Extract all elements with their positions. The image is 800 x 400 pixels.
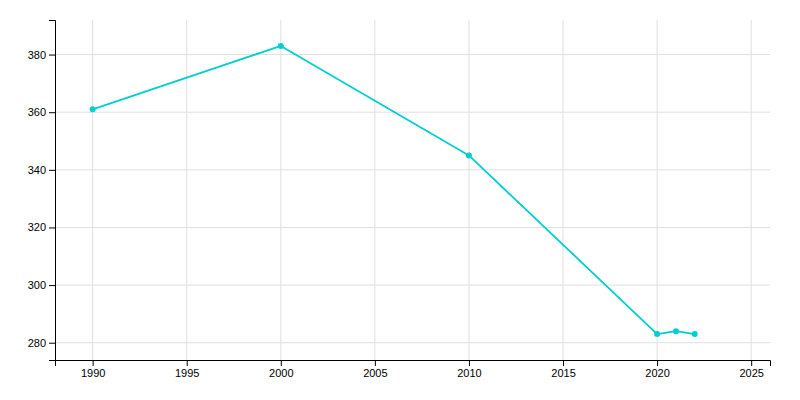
tick-label: 360 — [28, 106, 46, 118]
tick-mark — [469, 360, 470, 366]
marks — [90, 43, 698, 337]
tick-mark — [187, 360, 188, 366]
tick-label: 2025 — [739, 367, 763, 379]
tick: 380 — [28, 49, 55, 61]
marker — [654, 331, 660, 337]
grid-line — [55, 169, 770, 170]
tick-mark — [49, 112, 55, 113]
tick-label: 2010 — [457, 367, 481, 379]
tick-mark — [49, 285, 55, 286]
chart-svg: 1990 1995 2000 2005 2010 2015 2020 2025 280 300 32… — [0, 0, 800, 400]
tick-mark — [751, 360, 752, 366]
tick-label: 2020 — [645, 367, 669, 379]
grid-line — [563, 20, 564, 360]
tick-label: 340 — [28, 164, 46, 176]
tick-mark — [375, 360, 376, 366]
grid-line — [657, 20, 658, 360]
tick-mark — [93, 360, 94, 366]
tick-label: 1995 — [175, 367, 199, 379]
tick-label: 2015 — [551, 367, 575, 379]
marker — [692, 331, 698, 337]
grid-line — [280, 20, 281, 360]
marker — [673, 328, 679, 334]
tick: 300 — [28, 279, 55, 291]
tick: 2000 — [269, 360, 293, 379]
tick: 2020 — [645, 360, 669, 379]
grid-line — [374, 20, 375, 360]
grid-line — [55, 112, 770, 113]
tick: 280 — [28, 337, 55, 349]
tick-mark — [49, 170, 55, 171]
tick: 2025 — [739, 360, 763, 379]
marker — [466, 152, 472, 158]
x-axis: 1990 1995 2000 2005 2010 2015 2020 2025 — [56, 360, 771, 379]
grid-line — [92, 20, 93, 360]
tick-label: 1990 — [81, 367, 105, 379]
axis-line — [49, 21, 56, 361]
tick-label: 2000 — [269, 367, 293, 379]
tick-mark — [49, 227, 55, 228]
line — [93, 46, 695, 334]
tick: 320 — [28, 221, 55, 233]
tick: 2010 — [457, 360, 481, 379]
tick-label: 380 — [28, 49, 46, 61]
tick-mark — [563, 360, 564, 366]
tick: 1995 — [175, 360, 199, 379]
grid-line — [186, 20, 187, 360]
y-axis: 280 300 320 340 360 380 — [28, 21, 56, 361]
tick-label: 320 — [28, 221, 46, 233]
tick-mark — [49, 55, 55, 56]
chart-container: 1990 1995 2000 2005 2010 2015 2020 2025 280 300 32… — [0, 0, 800, 400]
grid — [55, 20, 770, 360]
tick-mark — [657, 360, 658, 366]
marker — [90, 106, 96, 112]
plot: 1990 1995 2000 2005 2010 2015 2020 2025 280 300 32… — [28, 20, 771, 379]
tick: 340 — [28, 164, 55, 176]
marker — [278, 43, 284, 49]
grid-line — [751, 20, 752, 360]
tick-mark — [49, 343, 55, 344]
grid-line — [468, 20, 469, 360]
tick: 360 — [28, 106, 55, 118]
grid-line — [55, 285, 770, 286]
tick: 2005 — [363, 360, 387, 379]
tick-label: 280 — [28, 337, 46, 349]
tick: 2015 — [551, 360, 575, 379]
tick-label: 300 — [28, 279, 46, 291]
axis-line — [56, 361, 771, 367]
tick-mark — [281, 360, 282, 366]
grid-line — [55, 54, 770, 55]
grid-line — [55, 227, 770, 228]
tick: 1990 — [81, 360, 105, 379]
grid-line — [55, 342, 770, 343]
tick-label: 2005 — [363, 367, 387, 379]
